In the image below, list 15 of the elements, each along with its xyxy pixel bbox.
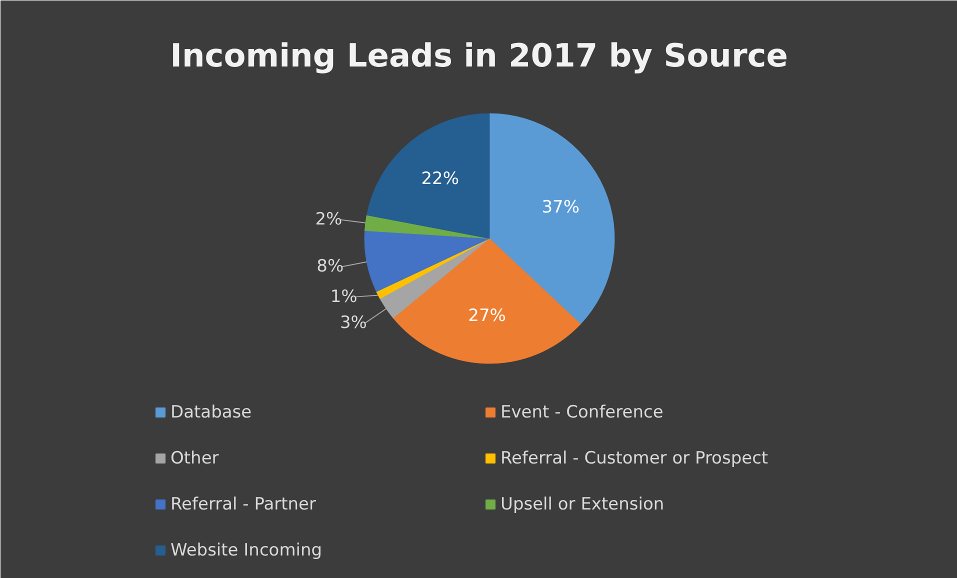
data-label: 1% — [330, 286, 358, 307]
data-label: 2% — [315, 210, 342, 230]
legend-label: Event - Conference — [500, 402, 664, 422]
legend-label: Database — [170, 402, 252, 422]
data-label: 8% — [316, 256, 344, 277]
legend-label: Upsell or Extension — [500, 494, 664, 514]
legend-label: Referral - Partner — [170, 494, 316, 514]
data-label: 22% — [421, 168, 460, 189]
data-label: 37% — [542, 198, 580, 218]
legend-label: Referral - Customer or Prospect — [500, 448, 768, 468]
data-label: 3% — [340, 312, 367, 333]
legend-label: Website Incoming — [170, 540, 322, 560]
legend-label: Other — [170, 448, 219, 468]
data-label: 27% — [468, 306, 506, 326]
chart-title: Incoming Leads in 2017 by Source — [170, 36, 788, 74]
